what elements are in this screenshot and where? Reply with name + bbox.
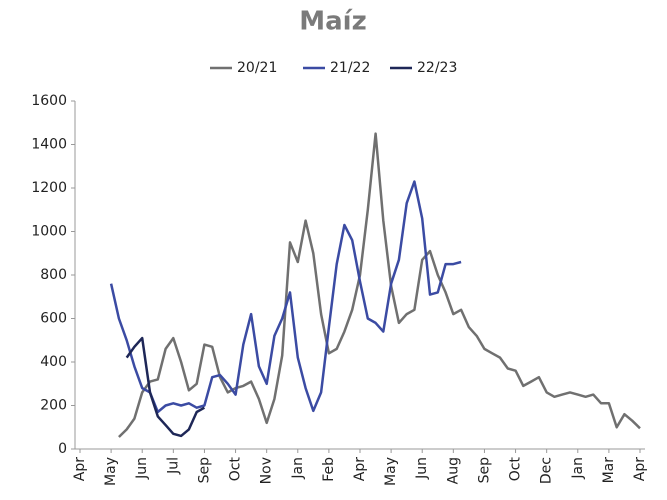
y-tick-label: 600 xyxy=(40,311,67,327)
x-tick-label: Feb xyxy=(321,457,337,482)
x-tick-label: Mar xyxy=(601,457,617,484)
x-tick-label: Jan xyxy=(290,457,306,480)
x-tick-label: Apr xyxy=(352,457,368,481)
x-tick-label: Dec xyxy=(539,457,555,484)
x-tick-label: Apr xyxy=(632,457,648,481)
x-tick-label: Apr xyxy=(72,457,88,481)
legend-label: 22/23 xyxy=(417,60,457,76)
y-tick-label: 200 xyxy=(40,398,67,414)
series-line xyxy=(109,180,462,414)
y-tick-label: 1600 xyxy=(31,93,67,109)
legend-label: 21/22 xyxy=(330,60,370,76)
legend-label: 20/21 xyxy=(237,60,277,76)
x-tick-label: Jun xyxy=(414,457,430,480)
y-tick-label: 1200 xyxy=(31,180,67,196)
x-tick-label: Aug xyxy=(445,457,461,484)
y-tick-label: 0 xyxy=(58,441,67,457)
x-tick-label: Jan xyxy=(570,457,586,480)
x-tick-label: Sep xyxy=(476,457,492,484)
x-tick-label: May xyxy=(103,457,119,486)
x-tick-label: Oct xyxy=(508,457,524,482)
x-tick-label: Sep xyxy=(196,457,212,484)
y-tick-label: 1400 xyxy=(31,137,67,153)
y-tick-label: 400 xyxy=(40,354,67,370)
x-tick-label: Jun xyxy=(134,457,150,480)
x-tick-label: Oct xyxy=(228,457,244,482)
series-line xyxy=(125,336,206,438)
y-tick-label: 800 xyxy=(40,267,67,283)
x-tick-label: May xyxy=(383,457,399,486)
chart-title: Maíz xyxy=(299,7,366,37)
x-tick-label: Nov xyxy=(259,457,275,484)
series-line xyxy=(118,132,641,438)
y-tick-label: 1000 xyxy=(31,224,67,240)
x-tick-label: Jul xyxy=(165,457,181,475)
